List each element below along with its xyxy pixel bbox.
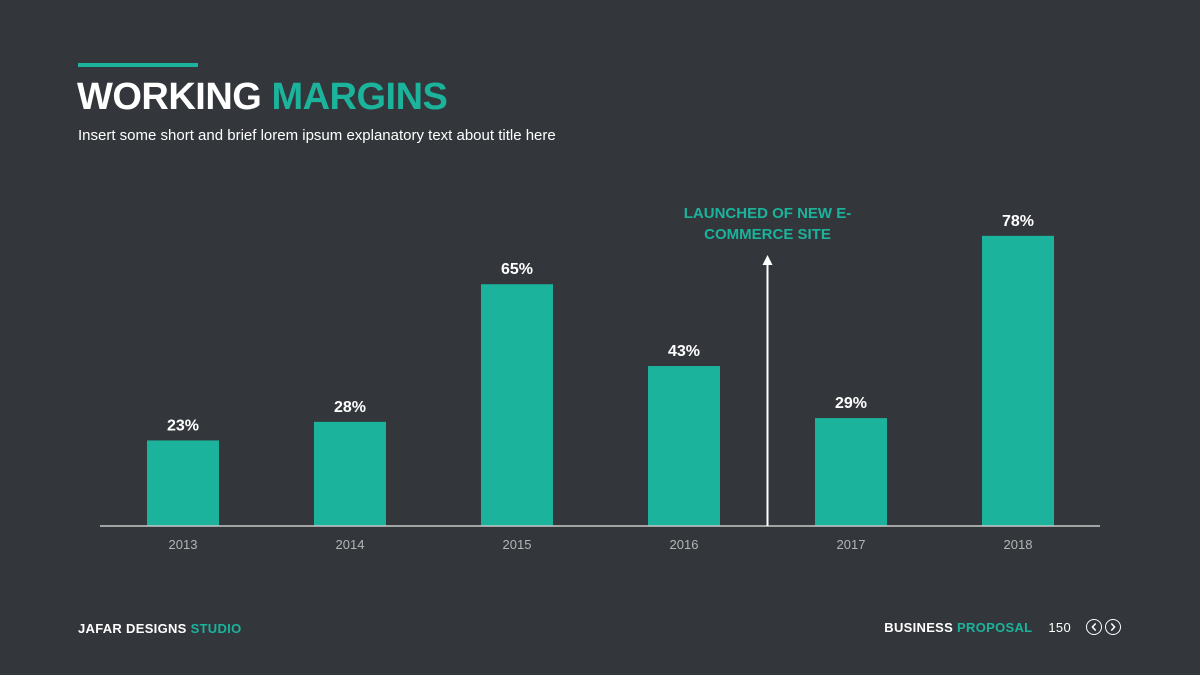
prev-page-button[interactable] — [1086, 619, 1102, 635]
footer-brand-name: JAFAR DESIGNS — [78, 621, 187, 636]
chevron-left-icon — [1091, 623, 1096, 631]
bar-chart: 23% 2013 28% 2014 65% 2015 43% 2016 29% 2017 78% 20… — [100, 205, 1100, 552]
footer-doc-title-part-1: BUSINESS — [884, 619, 954, 635]
page-title: WORKING MARGINS — [77, 76, 448, 119]
annotation-text-line-1: LAUNCHED OF NEW E- — [684, 205, 852, 222]
data-label-2015: 65% — [501, 261, 533, 278]
data-label-2013: 23% — [167, 417, 199, 434]
chevron-right-icon — [1111, 623, 1116, 631]
x-tick-2017: 2017 — [837, 537, 866, 552]
x-tick-2013: 2013 — [169, 537, 198, 552]
footer-right: BUSINESS PROPOSAL 150 — [884, 619, 1121, 635]
title-part-1: WORKING — [77, 76, 262, 118]
data-label-2017: 29% — [835, 395, 867, 412]
annotation-arrow-head — [762, 255, 773, 265]
x-tick-2014: 2014 — [336, 537, 365, 552]
annotation-text-line-2: COMMERCE SITE — [704, 226, 831, 243]
bar-2016 — [648, 366, 720, 526]
bar-2013 — [147, 440, 219, 526]
bar-2014 — [314, 421, 386, 526]
title-part-2: MARGINS — [271, 76, 448, 118]
data-label-2016: 43% — [668, 343, 700, 360]
page-subtitle: Insert some short and brief lorem ipsum … — [78, 127, 556, 144]
bar-2017 — [815, 418, 887, 526]
footer-brand-suffix: STUDIO — [190, 621, 242, 636]
footer-doc-title-part-2: PROPOSAL — [957, 619, 1033, 635]
data-label-2018: 78% — [1002, 213, 1034, 230]
bar-2018 — [982, 235, 1054, 526]
x-tick-2015: 2015 — [503, 537, 532, 552]
title-accent-line — [78, 63, 198, 67]
bar-2015 — [481, 284, 553, 526]
next-page-button[interactable] — [1105, 619, 1121, 635]
x-tick-2016: 2016 — [670, 537, 699, 552]
x-tick-2018: 2018 — [1004, 537, 1033, 552]
footer-doc-title: BUSINESS PROPOSAL — [884, 620, 1032, 635]
page-number: 150 — [1048, 619, 1071, 635]
data-label-2014: 28% — [334, 399, 366, 416]
footer-brand: JAFAR DESIGNS STUDIO — [78, 621, 242, 636]
